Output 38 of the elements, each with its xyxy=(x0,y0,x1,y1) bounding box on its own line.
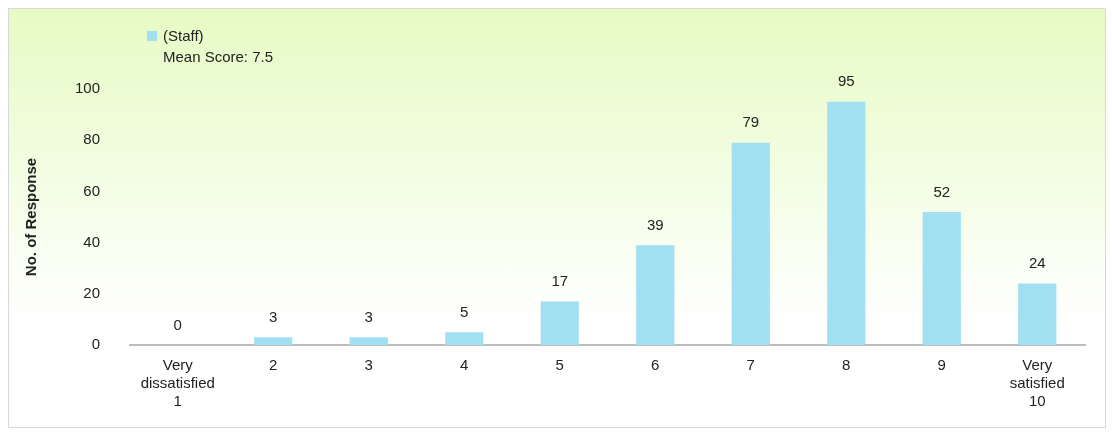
data-label: 17 xyxy=(551,272,569,290)
bar xyxy=(636,245,675,345)
bar xyxy=(445,332,484,345)
data-label: 5 xyxy=(460,302,469,320)
x-tick-label: Very satisfied 10 xyxy=(1009,356,1065,410)
y-tick-label: 0 xyxy=(91,335,101,353)
data-label: 24 xyxy=(1028,254,1046,272)
y-axis-title: No. of Response xyxy=(22,157,40,277)
bar xyxy=(540,301,579,345)
legend-label: (Staff) xyxy=(163,27,204,44)
data-label: 3 xyxy=(269,307,278,325)
bar xyxy=(349,337,388,345)
x-tick-label: 9 xyxy=(937,356,946,374)
x-tick-label: 8 xyxy=(842,356,851,374)
bar xyxy=(1018,283,1057,345)
bar xyxy=(922,211,961,345)
y-tick-label: 100 xyxy=(75,79,101,97)
x-tick-label: Very dissatisfied 1 xyxy=(140,356,215,410)
data-label: 3 xyxy=(364,307,373,325)
y-tick-label: 40 xyxy=(83,232,101,250)
bar xyxy=(731,142,770,345)
x-tick-label: 7 xyxy=(746,356,755,374)
x-tick-label: 3 xyxy=(364,356,373,374)
bar xyxy=(254,337,293,345)
data-label: 79 xyxy=(742,113,760,131)
bar xyxy=(827,101,866,345)
y-tick-label: 80 xyxy=(83,130,101,148)
x-tick-label: 4 xyxy=(460,356,469,374)
y-tick-label: 20 xyxy=(83,283,101,301)
y-tick-label: 60 xyxy=(83,181,101,199)
x-tick-label: 6 xyxy=(651,356,660,374)
text: Mean Score: 7.5 xyxy=(163,48,274,65)
data-label: 95 xyxy=(837,72,855,90)
data-label: 39 xyxy=(646,215,664,233)
x-tick-label: 2 xyxy=(269,356,278,374)
x-tick-label: 5 xyxy=(555,356,564,374)
data-label: 52 xyxy=(933,182,951,200)
data-label: 0 xyxy=(173,315,182,333)
